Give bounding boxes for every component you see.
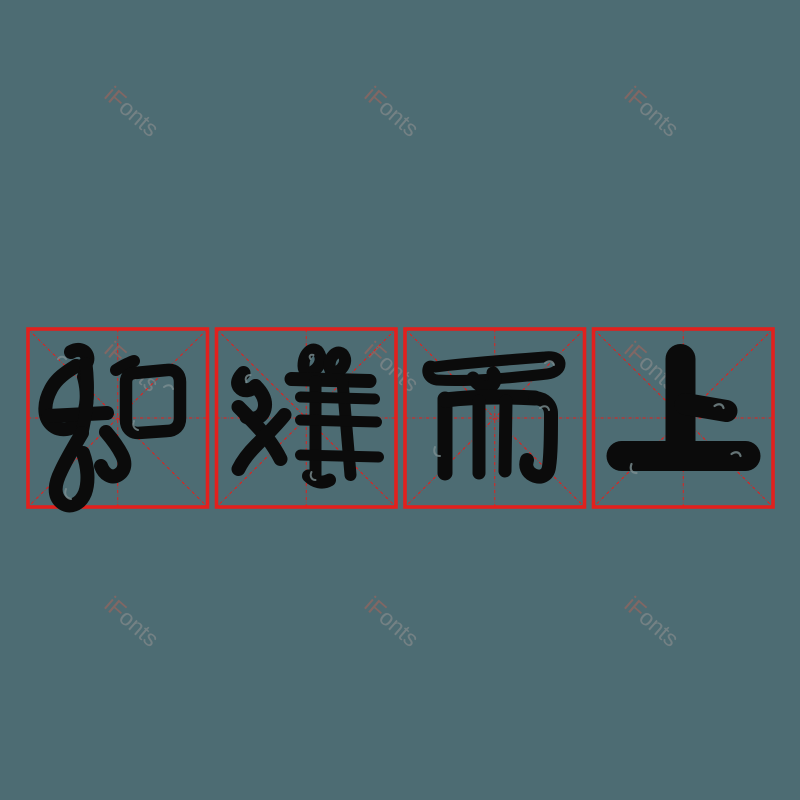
svg-text:iFonts: iFonts xyxy=(100,81,164,142)
svg-text:iFonts: iFonts xyxy=(620,81,684,142)
svg-text:iFonts: iFonts xyxy=(100,591,164,652)
svg-text:iFonts: iFonts xyxy=(360,591,424,652)
svg-text:iFonts: iFonts xyxy=(360,81,424,142)
svg-text:iFonts: iFonts xyxy=(620,591,684,652)
